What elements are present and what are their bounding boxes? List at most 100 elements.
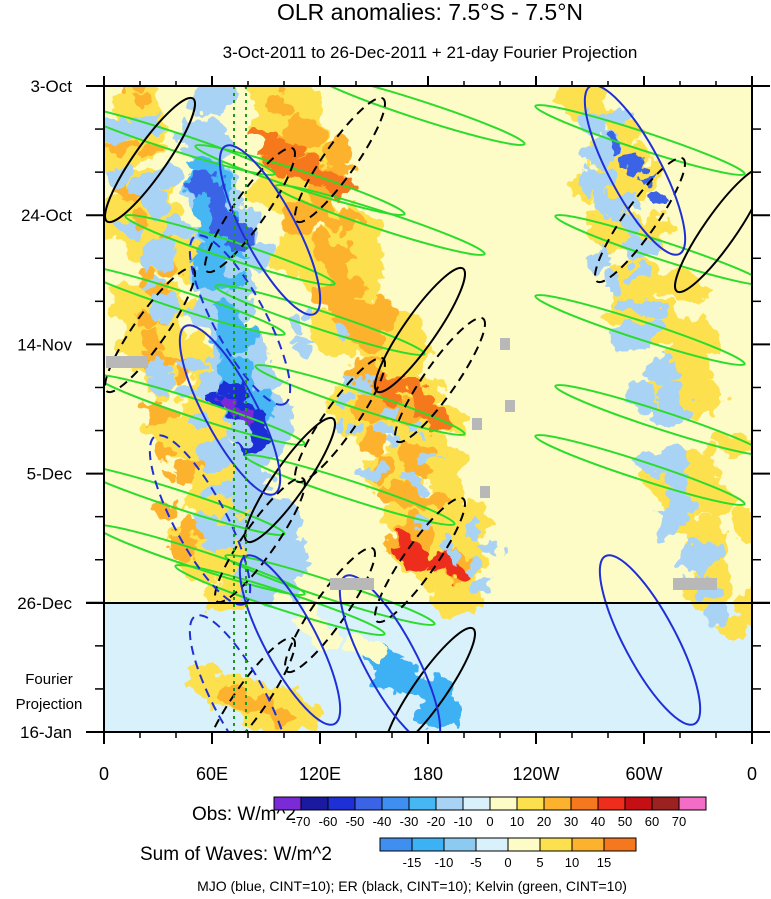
anomaly-patch xyxy=(312,628,340,648)
kelvin-contour xyxy=(554,383,752,457)
missing-data-block xyxy=(106,356,148,368)
er-contour xyxy=(594,156,686,284)
anomaly-patch xyxy=(655,505,694,525)
legend-swatch xyxy=(624,796,653,811)
er-contour xyxy=(284,546,376,674)
kelvin-contour xyxy=(104,263,286,337)
missing-data-block xyxy=(500,338,510,350)
er-contour xyxy=(204,146,296,274)
anomaly-patch xyxy=(620,235,657,266)
anomaly-patch xyxy=(160,468,175,487)
legend-level-label: -60 xyxy=(319,814,338,829)
anomaly-patch xyxy=(130,93,149,109)
legend-swatch xyxy=(651,796,680,811)
anomaly-patch xyxy=(143,241,173,255)
legend-level-label: 30 xyxy=(564,814,578,829)
kelvin-contour xyxy=(274,183,486,257)
kelvin-contour xyxy=(254,363,466,437)
x-tick-label: 120W xyxy=(512,764,559,784)
x-tick-label: 60W xyxy=(625,764,662,784)
anomaly-patch xyxy=(359,466,384,481)
anomaly-patch xyxy=(304,212,340,228)
x-tick-label: 60E xyxy=(196,764,228,784)
legend-level-label: 60 xyxy=(645,814,659,829)
anomaly-patch xyxy=(139,187,167,208)
legend-level-label: -10 xyxy=(454,814,473,829)
er-contour xyxy=(384,626,476,732)
legend-swatch xyxy=(678,796,707,811)
anomaly-patch xyxy=(363,425,387,459)
anomaly-patch xyxy=(149,410,178,425)
anomaly-patch xyxy=(347,428,362,439)
anomaly-patch xyxy=(684,321,709,353)
anomaly-patch xyxy=(440,539,451,554)
anomaly-patch xyxy=(287,332,312,345)
mjo-contour xyxy=(188,614,292,732)
anomaly-patch xyxy=(320,139,353,166)
er-contour xyxy=(104,96,196,224)
kelvin-contour xyxy=(214,283,426,357)
legend-swatch xyxy=(462,796,491,811)
anomaly-patch xyxy=(479,539,503,554)
legend-level-label: 20 xyxy=(537,814,551,829)
y-tick-label: 24-Oct xyxy=(21,206,72,225)
legend-level-label: -30 xyxy=(400,814,419,829)
legend-swatch xyxy=(300,796,329,811)
anomaly-patch xyxy=(624,381,655,413)
anomaly-patch xyxy=(224,519,250,546)
kelvin-contour xyxy=(124,213,336,287)
kelvin-contour xyxy=(534,293,746,367)
anomaly-patch xyxy=(406,552,431,575)
er-contour xyxy=(374,496,466,624)
legend-swatch xyxy=(507,837,541,852)
chart-title: OLR anomalies: 7.5°S - 7.5°N xyxy=(277,0,583,25)
anomaly-patch xyxy=(105,166,133,185)
legend-swatch xyxy=(273,796,302,811)
er-contour xyxy=(674,166,752,294)
legend-level-label: 5 xyxy=(536,855,543,870)
anomaly-patch xyxy=(201,484,222,500)
legend-swatch xyxy=(570,796,599,811)
anomaly-patch xyxy=(131,113,162,125)
kelvin-contour xyxy=(534,433,746,507)
anomaly-patch xyxy=(708,433,752,455)
legend-swatch xyxy=(539,837,573,852)
anomaly-patch xyxy=(158,445,177,457)
anomaly-patch xyxy=(590,255,614,274)
anomaly-patch xyxy=(296,342,313,359)
anomaly-patch xyxy=(249,126,268,140)
mjo-contour xyxy=(338,574,442,732)
anomaly-patch xyxy=(121,86,150,91)
y-tick-label: 14-Nov xyxy=(17,335,72,354)
missing-data-block xyxy=(480,486,490,498)
legend-level-label: 50 xyxy=(618,814,632,829)
anomaly-patch xyxy=(468,581,493,596)
kelvin-contour xyxy=(174,563,386,637)
chart-subtitle: 3-Oct-2011 to 26-Dec-2011 + 21-day Fouri… xyxy=(223,43,638,62)
anomaly-patch xyxy=(190,412,211,431)
anomaly-patch xyxy=(280,151,299,163)
anomaly-patch xyxy=(136,144,165,158)
er-contour xyxy=(374,266,466,394)
er-contour xyxy=(294,356,386,484)
legend-swatch xyxy=(435,796,464,811)
legend-level-label: 70 xyxy=(672,814,686,829)
anomaly-patch xyxy=(649,365,681,380)
legend-swatch xyxy=(411,837,445,852)
legend-swatch xyxy=(327,796,356,811)
legend-swatch xyxy=(408,796,437,811)
anomaly-patch xyxy=(402,471,415,481)
anomaly-patch xyxy=(107,137,136,151)
anomaly-patch xyxy=(416,452,439,462)
anomaly-patch xyxy=(636,173,653,184)
anomaly-patch xyxy=(447,548,464,565)
legend-level-label: 40 xyxy=(591,814,605,829)
legend-level-label: -15 xyxy=(403,855,422,870)
anomaly-patch xyxy=(604,272,624,296)
er-contour xyxy=(394,316,486,444)
legend-swatch xyxy=(597,796,626,811)
legend-level-label: 10 xyxy=(565,855,579,870)
legend-swatch xyxy=(571,837,605,852)
anomaly-patch xyxy=(731,512,752,543)
